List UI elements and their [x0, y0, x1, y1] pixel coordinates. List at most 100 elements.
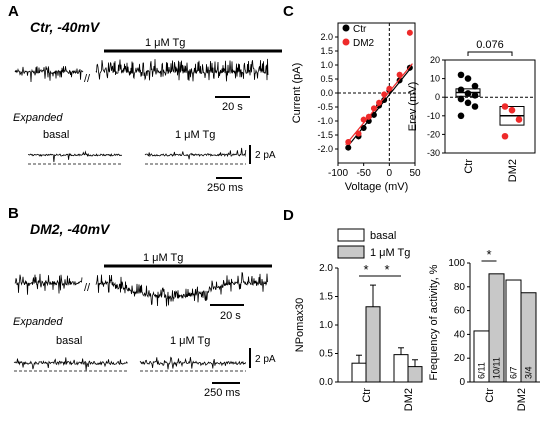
freq-sig-star: * — [486, 247, 491, 262]
erev-category-label: DM2 — [507, 159, 519, 182]
npo-y-axis-label: NPomax30 — [294, 298, 306, 352]
freq-bar-tg — [488, 273, 505, 383]
chart-frequency-activity: 0 20 40 60 80 100 Frequency of activity, % 6/11… — [428, 247, 540, 411]
npo-bar-basal — [393, 354, 409, 383]
iv-point-ctr — [381, 97, 388, 103]
iv-point-dm2 — [396, 71, 403, 78]
basal-label-b: basal — [56, 335, 82, 347]
npo-legend-label-basal: basal — [370, 230, 396, 242]
erev-point-ctr — [464, 90, 472, 97]
iv-y-tick-label: -1.5 — [317, 130, 333, 140]
iv-y-tick-label: 1.0 — [320, 60, 333, 70]
drug-label-b: 1 μM Tg — [143, 252, 183, 264]
erev-point-dm2 — [508, 106, 516, 114]
chart-iv-curve: -100 -50 0 50 -2.0 -1.5 -1.0 -0.5 0.0 0.5 1.0 1.5 2.… — [291, 22, 421, 193]
condition-label-b: DM2, -40mV — [30, 221, 111, 237]
freq-y-tick-label: 0 — [459, 377, 465, 388]
chart-npo-max30: 0.0 0.5 1.0 1.5 2.0 NPomax30 Ctr DM2 basal 1 μM T… — [294, 228, 423, 411]
npo-y-tick-label: 0.5 — [319, 349, 333, 360]
iv-point-dm2 — [370, 105, 377, 112]
iv-y-tick-label: -0.5 — [317, 102, 333, 112]
erev-category-label: Ctr — [463, 159, 475, 174]
panel-a: A Ctr, -40mV 1 μM Tg // 20 s Expanded ba… — [8, 3, 282, 194]
iv-y-tick-label: 0.5 — [320, 74, 333, 84]
iv-y-tick-label: 1.5 — [320, 46, 333, 56]
erev-point-ctr — [464, 99, 472, 107]
erev-p-value-label: 0.076 — [476, 39, 504, 51]
npo-category-label: DM2 — [403, 388, 415, 411]
erev-point-ctr — [471, 92, 479, 99]
erev-y-tick-label: -20 — [427, 129, 440, 139]
trace-break-b: // — [84, 282, 91, 294]
erev-point-dm2 — [501, 132, 509, 140]
trace-a-drug — [95, 58, 269, 82]
freq-bar-count-label: 10/11 — [492, 357, 502, 379]
iv-point-ctr — [345, 144, 352, 151]
iv-point-dm2 — [381, 91, 388, 98]
panel-letter-b: B — [8, 205, 19, 222]
freq-bar-tg — [520, 292, 537, 383]
trace-b-basal — [14, 273, 83, 295]
erev-y-tick-label: 20 — [430, 55, 440, 65]
iv-legend-marker-dm2 — [342, 38, 350, 46]
erev-point-ctr — [457, 95, 465, 103]
chart-erev: -30 -20 -10 0 10 20 Erev (mV) Ctr DM2 0.076 — [407, 39, 536, 182]
time-scale-label-b: 20 s — [220, 310, 241, 322]
npo-y-tick-label: 1.5 — [319, 292, 333, 303]
iv-y-tick-label: 2.0 — [320, 32, 333, 42]
iv-point-ctr — [360, 125, 367, 131]
time-scale-label-small-b: 250 ms — [204, 387, 241, 399]
trace-a-basal — [14, 66, 84, 83]
iv-point-ctr — [370, 111, 377, 118]
panel-letter-c: C — [283, 3, 294, 20]
freq-y-tick-label: 80 — [454, 282, 466, 293]
npo-y-tick-label: 1.0 — [319, 320, 333, 331]
erev-point-ctr — [471, 103, 479, 110]
erev-plot-frame — [444, 59, 536, 154]
npo-legend-swatch-tg — [337, 245, 365, 259]
iv-point-dm2 — [365, 113, 372, 120]
iv-legend-label-dm2: DM2 — [353, 38, 375, 49]
erev-y-axis-label: Erev (mV) — [407, 82, 419, 132]
npo-bar-tg — [365, 306, 381, 383]
iv-y-tick-label: -1.0 — [317, 116, 333, 126]
expanded-trace-b-drug — [139, 356, 247, 370]
erev-comparison-bracket — [467, 51, 513, 56]
iv-x-tick-label: -50 — [356, 168, 371, 179]
time-scale-label-small-a: 250 ms — [207, 182, 244, 194]
npo-y-tick-label: 2.0 — [319, 263, 333, 274]
freq-y-tick-label: 20 — [454, 353, 466, 364]
npo-category-label: Ctr — [361, 388, 373, 403]
iv-x-axis-label: Voltage (mV) — [345, 181, 409, 193]
iv-y-tick-label: 0.0 — [320, 88, 333, 98]
npo-sig-star-2: * — [384, 262, 389, 277]
erev-point-dm2 — [515, 116, 523, 123]
freq-category-label: Ctr — [484, 388, 496, 403]
iv-point-dm2 — [355, 130, 362, 137]
panel-letter-a: A — [8, 3, 19, 20]
expanded-label-a: Expanded — [13, 112, 63, 124]
freq-y-axis-label: Frequency of activity, % — [428, 264, 440, 380]
npo-bar-tg — [407, 366, 423, 383]
trace-break-a: // — [84, 73, 91, 85]
erev-y-tick-label: -10 — [427, 111, 440, 121]
condition-label-a: Ctr, -40mV — [30, 19, 101, 35]
npo-bar-basal — [351, 362, 367, 383]
erev-point-ctr — [464, 75, 472, 82]
freq-y-tick-label: 40 — [454, 329, 466, 340]
erev-point-dm2 — [501, 103, 509, 110]
erev-point-ctr — [457, 86, 465, 94]
expanded-trace-a-drug — [144, 147, 247, 160]
iv-point-dm2 — [406, 29, 413, 36]
npo-legend-label-tg: 1 μM Tg — [370, 247, 410, 259]
erev-point-ctr — [457, 71, 465, 79]
erev-y-tick-label: 0 — [435, 92, 440, 102]
freq-category-label: DM2 — [516, 388, 528, 411]
iv-point-dm2 — [376, 99, 383, 106]
iv-x-tick-label: 50 — [409, 168, 421, 179]
drug-label-small-b: 1 μM Tg — [170, 335, 210, 347]
iv-legend-label-ctr: Ctr — [353, 24, 367, 35]
current-scale-label-b: 2 pA — [255, 354, 276, 365]
iv-point-dm2 — [386, 85, 393, 92]
